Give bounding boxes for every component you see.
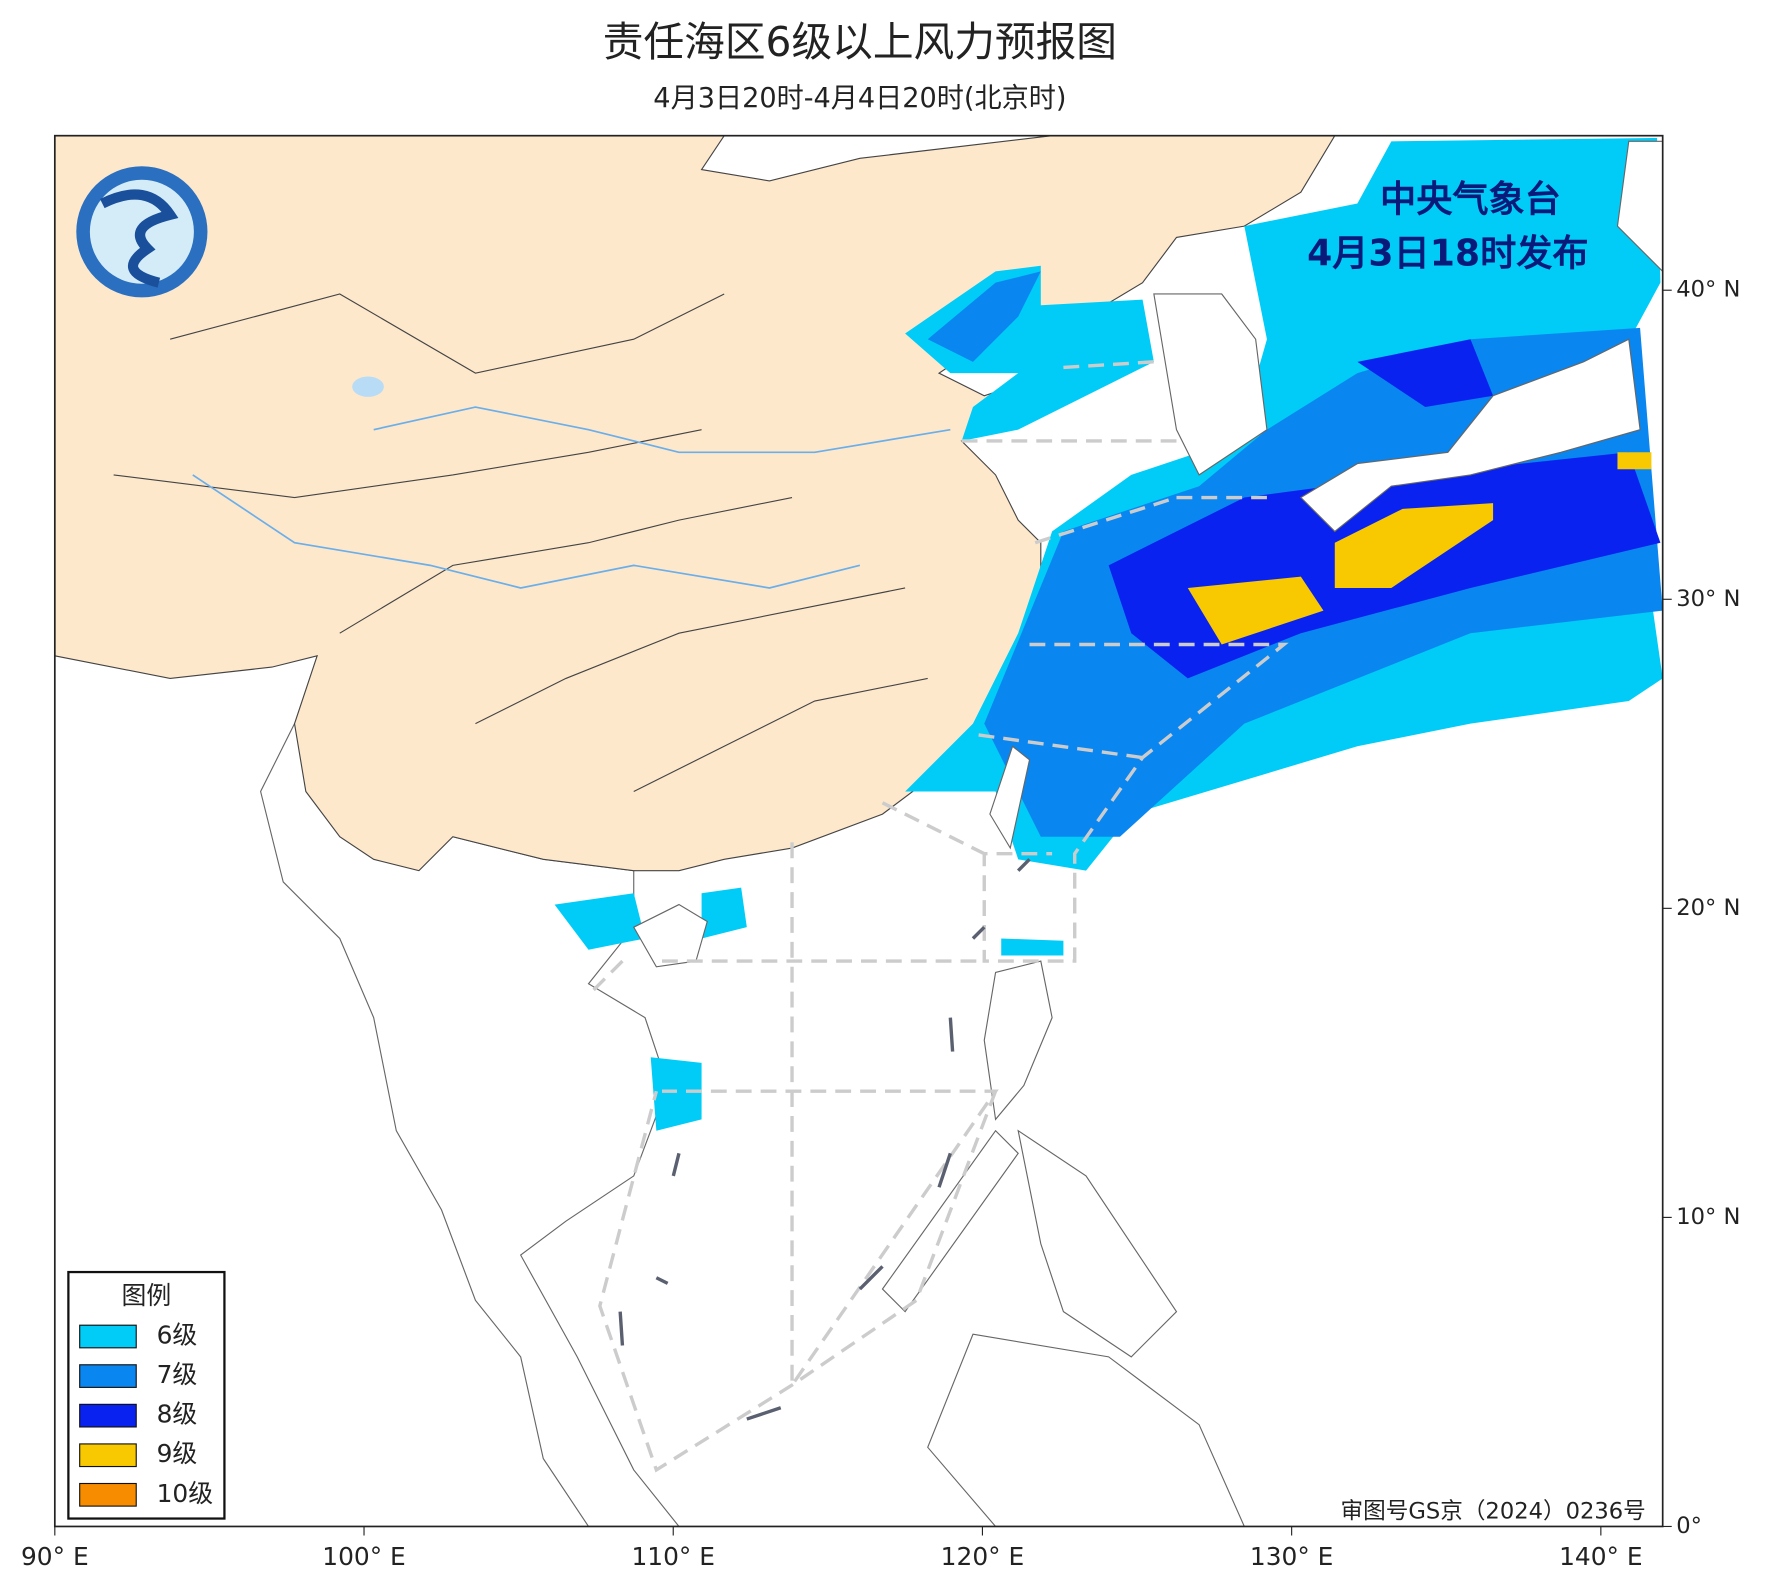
legend-title: 图例	[122, 1281, 172, 1310]
islands	[632, 745, 1031, 968]
y-tick-label: 0°	[1676, 1513, 1702, 1539]
y-tick-label: 40° N	[1676, 277, 1740, 303]
x-tick-label: 140° E	[1559, 1542, 1643, 1571]
map-frame	[53, 134, 1664, 1528]
legend-label: 9级	[157, 1439, 198, 1468]
legend-label: 7级	[157, 1360, 198, 1389]
y-tick-label: 20° N	[1676, 895, 1740, 921]
legend-swatch	[79, 1443, 137, 1468]
legend-label: 8级	[157, 1400, 198, 1429]
legend-label: 10级	[157, 1479, 213, 1508]
lake	[352, 376, 384, 397]
map-body: 中央气象台 4月3日18时发布 审图号GS京（2024）0236号	[54, 135, 1663, 1527]
x-tick-label: 110° E	[631, 1542, 714, 1571]
legend-label: 6级	[157, 1321, 198, 1350]
x-tick-label: 120° E	[941, 1542, 1025, 1571]
y-tick-label: 10° N	[1676, 1204, 1740, 1230]
korea-japan	[1153, 140, 1663, 533]
logo-mark	[100, 189, 179, 288]
x-tick-label: 130° E	[1250, 1542, 1334, 1571]
legend-swatch	[79, 1403, 137, 1428]
philippines-borneo	[881, 960, 1245, 1527]
legend: 图例 6级 7级 8级 9级 10级	[67, 1270, 226, 1520]
axes: 90° E 100° E 110° E 120° E 130° E 140° E 0° 10°…	[21, 277, 1740, 1571]
footer: 审图号GS京（2024）0236号	[1341, 1498, 1646, 1524]
legend-box	[67, 1270, 226, 1520]
subtitle: 4月3日20时-4月4日20时(北京时)	[653, 83, 1066, 114]
y-tick-label: 30° N	[1676, 586, 1740, 612]
legend-swatch	[79, 1364, 137, 1388]
x-tick-label: 90° E	[21, 1542, 89, 1571]
legend-swatch	[79, 1324, 137, 1349]
issuer-time: 4月3日18时发布	[1307, 232, 1589, 275]
legend-swatch	[79, 1482, 137, 1507]
wind-level-9	[1187, 452, 1652, 645]
province-borders	[113, 293, 928, 793]
x-tick-label: 100° E	[322, 1542, 406, 1571]
title: 责任海区6级以上风力预报图	[603, 18, 1117, 66]
rivers	[192, 406, 951, 589]
issuer-name: 中央气象台	[1380, 177, 1561, 220]
